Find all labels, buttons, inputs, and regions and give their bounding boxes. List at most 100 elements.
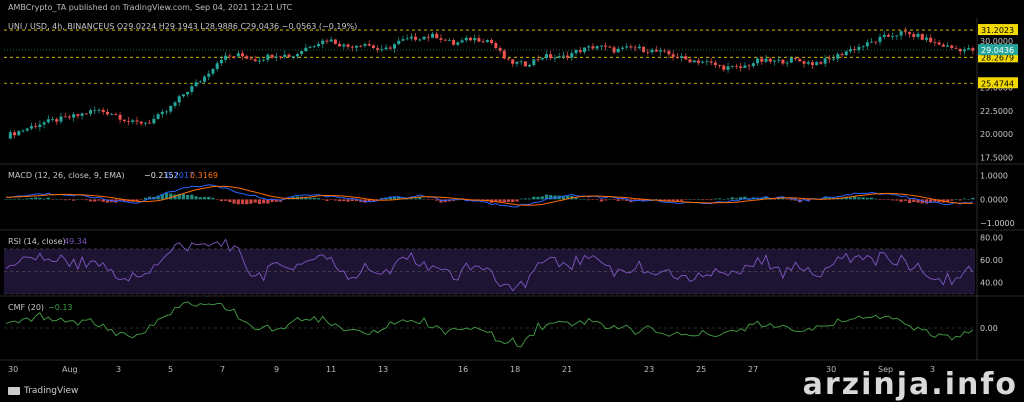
candle-body [460, 40, 464, 43]
candle-body [34, 126, 38, 127]
rsi-value: 49.34 [64, 237, 87, 246]
macd-bar [342, 199, 346, 202]
macd-bar [67, 199, 72, 201]
candle-body [67, 116, 71, 118]
macd-bar [308, 197, 312, 200]
candle-body [591, 46, 595, 49]
time-axis-label: 30 [8, 365, 18, 374]
macd-bar [781, 198, 785, 200]
macd-bar [122, 199, 126, 202]
macd-bar [785, 199, 789, 200]
watermark: arzinja.info [802, 367, 1018, 402]
candle-body [734, 65, 738, 67]
candle-body [143, 122, 147, 124]
candle-body [971, 48, 975, 51]
candle-body [705, 61, 709, 63]
macd-bar [912, 199, 916, 203]
candle-body [886, 34, 890, 37]
macd-bar [236, 199, 240, 205]
candles-group [8, 27, 975, 140]
candle-body [802, 61, 806, 64]
candle-body [608, 46, 612, 48]
candle-body [452, 39, 456, 45]
candle-body [376, 48, 380, 50]
time-axis-label: 7 [220, 365, 225, 374]
macd-bar [591, 199, 595, 200]
candle-body [494, 43, 498, 49]
candle-body [300, 51, 304, 54]
macd-bar [312, 197, 316, 200]
macd-bar [17, 198, 21, 200]
macd-signal-value: 0.3169 [190, 171, 218, 180]
macd-bar [114, 199, 118, 203]
macd-bar [848, 197, 853, 200]
macd-legend-title: MACD (12, 26, close, 9, EMA) [8, 171, 125, 180]
candle-body [219, 59, 223, 64]
candle-body [633, 47, 637, 49]
rsi-line [5, 238, 974, 292]
candle-body [532, 59, 536, 65]
macd-bar [954, 199, 958, 200]
level-label: 31.2023 [981, 26, 1014, 35]
candle-body [473, 38, 477, 41]
time-axis-label: 13 [378, 365, 388, 374]
candle-body [684, 56, 688, 60]
macd-bar [105, 199, 110, 203]
macd-bar [329, 199, 333, 200]
candle-body [350, 46, 354, 48]
macd-bar [257, 199, 262, 204]
candle-body [667, 51, 671, 55]
candle-body [920, 33, 924, 40]
candle-body [739, 66, 743, 68]
candle-body [764, 58, 768, 62]
candle-body [321, 40, 325, 45]
candle-body [612, 47, 616, 53]
macd-bar [684, 199, 688, 200]
macd-bar [688, 199, 692, 200]
macd-bar [397, 196, 401, 200]
candle-body [283, 54, 287, 57]
macd-bar [371, 199, 376, 202]
candle-body [93, 109, 97, 111]
macd-bar [962, 198, 967, 200]
macd-bar [768, 199, 772, 200]
macd-bar [861, 197, 865, 200]
macd-bar [658, 199, 663, 201]
candle-body [371, 45, 375, 49]
macd-bar [392, 196, 397, 200]
candle-body [878, 36, 882, 42]
candle-body [338, 43, 342, 47]
candle-body [468, 37, 473, 41]
macd-bar [532, 196, 536, 200]
candle-body [844, 51, 848, 56]
candle-body [287, 54, 291, 58]
candle-body [680, 56, 684, 58]
candle-body [604, 45, 608, 47]
candle-body [827, 58, 831, 60]
macd-bar [823, 196, 827, 200]
macd-bar [895, 199, 899, 201]
macd-bar [671, 199, 675, 201]
candle-body [819, 62, 823, 64]
macd-bar [245, 199, 249, 205]
candle-body [701, 61, 705, 63]
macd-bar [338, 199, 342, 202]
candle-body [38, 124, 42, 127]
tradingview-logo: TradingView [8, 386, 78, 396]
candle-body [139, 121, 143, 124]
macd-bar [270, 199, 274, 202]
candle-body [443, 39, 447, 41]
candle-body [42, 122, 46, 125]
macd-bar [878, 199, 882, 201]
time-axis-label: 5 [168, 365, 173, 374]
macd-bar [950, 199, 954, 201]
rsi-tick-label: 40.00 [980, 279, 1003, 288]
candle-body [464, 37, 468, 41]
candle-body [181, 94, 185, 97]
candle-body [709, 61, 713, 63]
candle-body [160, 111, 164, 115]
candle-body [519, 61, 523, 63]
macd-bar [97, 199, 101, 201]
macd-bar [325, 199, 329, 201]
